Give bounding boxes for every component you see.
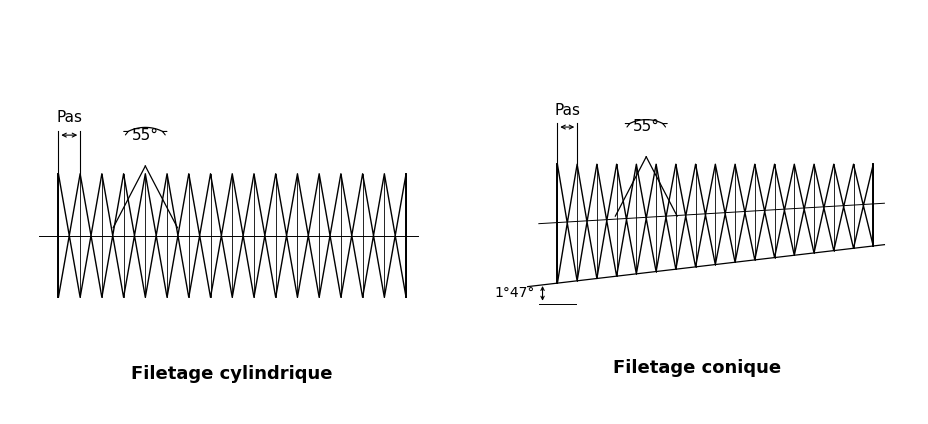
Text: Pas: Pas — [57, 111, 83, 126]
Text: Pas: Pas — [554, 103, 580, 118]
Text: 55°: 55° — [132, 128, 159, 143]
Text: Filetage cylindrique: Filetage cylindrique — [132, 365, 332, 383]
Text: Filetage conique: Filetage conique — [612, 359, 780, 377]
Text: 55°: 55° — [632, 120, 659, 134]
Text: 1°47°: 1°47° — [495, 286, 535, 300]
